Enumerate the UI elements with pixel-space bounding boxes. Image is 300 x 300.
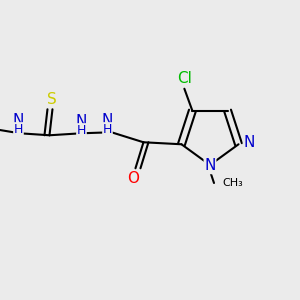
Text: N: N (204, 158, 216, 173)
Text: S: S (46, 92, 56, 107)
Text: N: N (76, 114, 87, 129)
Text: Cl: Cl (177, 71, 192, 86)
Text: N: N (244, 135, 255, 150)
Text: H: H (14, 123, 23, 136)
Text: N: N (102, 113, 113, 128)
Text: CH₃: CH₃ (222, 178, 243, 188)
Text: N: N (13, 113, 24, 128)
Text: O: O (128, 171, 140, 186)
Text: H: H (103, 123, 112, 136)
Text: H: H (77, 124, 86, 137)
